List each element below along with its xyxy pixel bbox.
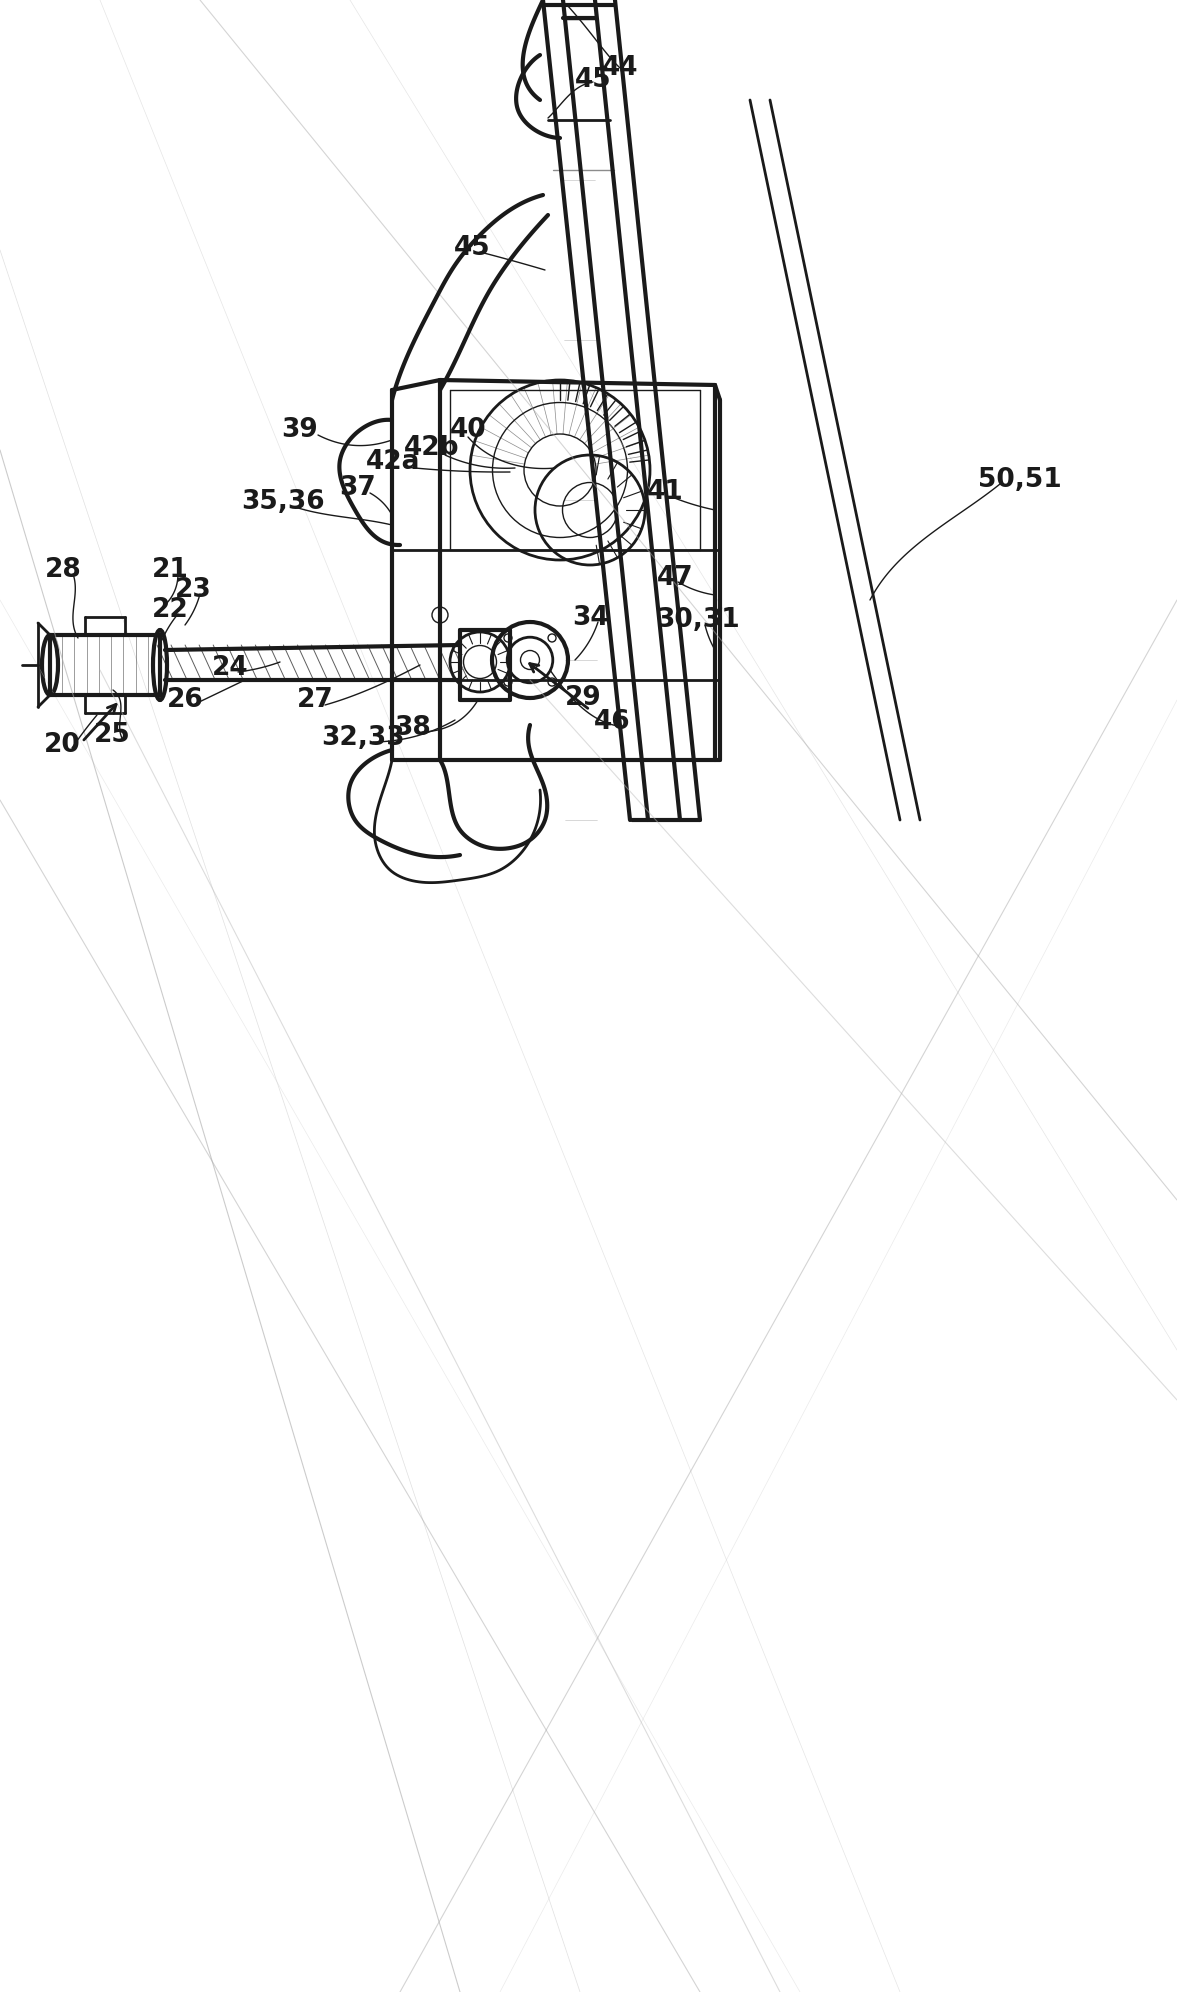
Text: 23: 23 (174, 578, 212, 604)
Text: 24: 24 (212, 655, 248, 681)
Text: 42b: 42b (404, 434, 460, 460)
Text: 28: 28 (45, 558, 81, 584)
Text: 30,31: 30,31 (656, 608, 740, 633)
Text: 26: 26 (167, 687, 204, 713)
Text: 20: 20 (44, 731, 80, 759)
Text: 27: 27 (297, 687, 333, 713)
Text: 29: 29 (565, 685, 601, 711)
Text: 50,51: 50,51 (978, 466, 1062, 492)
Text: 47: 47 (657, 566, 693, 592)
Text: 40: 40 (450, 416, 486, 442)
Text: 41: 41 (646, 478, 684, 506)
Text: 35,36: 35,36 (241, 488, 325, 516)
Text: 39: 39 (281, 416, 318, 442)
Text: 34: 34 (572, 606, 609, 631)
Text: 22: 22 (152, 598, 188, 623)
Text: 25: 25 (94, 721, 131, 749)
Text: 44: 44 (601, 56, 638, 82)
Text: 46: 46 (593, 709, 631, 735)
Text: 32,33: 32,33 (321, 725, 405, 751)
Text: 45: 45 (574, 68, 611, 94)
Text: 21: 21 (152, 558, 188, 584)
Text: 45: 45 (453, 235, 491, 261)
Text: 42a: 42a (366, 448, 420, 474)
Text: 38: 38 (394, 715, 432, 741)
Text: 37: 37 (340, 474, 377, 502)
